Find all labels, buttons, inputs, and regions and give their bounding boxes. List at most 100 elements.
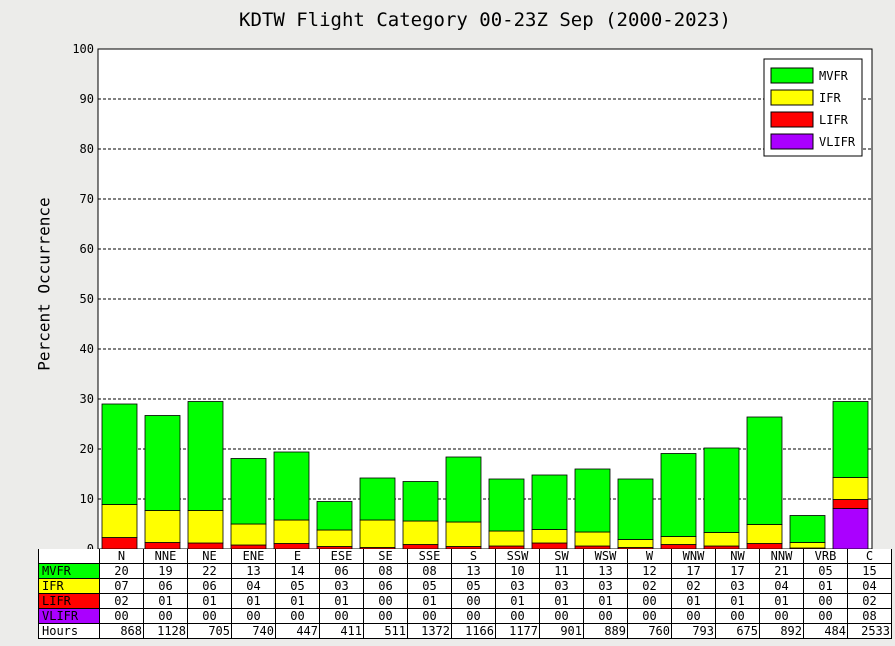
table-row-vlifr-cell: 00 <box>539 608 584 624</box>
table-row-ifr-cell: 03 <box>715 578 760 594</box>
table-row-lifr-cell: 00 <box>627 593 672 609</box>
table-row-lifr-cell: 01 <box>187 593 232 609</box>
legend-swatch-ifr <box>770 89 814 106</box>
table-row-vlifr-cell: 00 <box>583 608 628 624</box>
y-tick-label: 20 <box>80 442 94 456</box>
hours-row-cell: 889 <box>583 623 628 639</box>
bar-mvfr-nnw <box>746 416 783 525</box>
table-row-ifr-cell: 06 <box>363 578 408 594</box>
hours-row-cell: 740 <box>231 623 276 639</box>
table-row-ifr-cell: 07 <box>99 578 144 594</box>
table-row-vlifr-cell: 00 <box>451 608 496 624</box>
table-row-lifr-cell: 02 <box>847 593 892 609</box>
table-row-vlifr-cell: 00 <box>231 608 276 624</box>
table-row-lifr-cell: 01 <box>539 593 584 609</box>
hours-row-cell: 1128 <box>143 623 188 639</box>
bar-ifr-nne <box>144 510 181 543</box>
y-tick-label: 50 <box>80 292 94 306</box>
direction-row-cell: SW <box>539 549 584 564</box>
bar-mvfr-sw <box>531 474 568 530</box>
table-row-lifr-cell: 02 <box>99 593 144 609</box>
bar-ifr-nnw <box>746 524 783 544</box>
table-row-mvfr-cell: 11 <box>539 563 584 579</box>
bar-mvfr-w <box>617 478 654 540</box>
bar-ifr-se <box>359 519 396 548</box>
direction-row-cell: E <box>275 549 320 564</box>
y-tick-label: 30 <box>80 392 94 406</box>
bar-ifr-e <box>273 519 310 544</box>
y-tick-label: 90 <box>80 92 94 106</box>
hours-row-cell: 705 <box>187 623 232 639</box>
y-axis-ticks: 0102030405060708090100 <box>72 42 94 556</box>
bar-mvfr-c <box>832 401 869 478</box>
direction-row-cell: NNW <box>759 549 804 564</box>
bar-ifr-vrb <box>789 542 826 549</box>
table-row-lifr-cell: 01 <box>495 593 540 609</box>
direction-row-cell: W <box>627 549 672 564</box>
table-row-lifr: LIFR 02 01 01 01 01 01 00 01 00 01 01 01 00 01 01 01 00 02 <box>38 593 892 609</box>
legend-swatch-lifr <box>770 111 814 128</box>
table-row-ifr-cell: 04 <box>847 578 892 594</box>
table-row-mvfr-cell: 13 <box>451 563 496 579</box>
chart-title: KDTW Flight Category 00-23Z Sep (2000-20… <box>239 9 731 31</box>
hours-row-cell: 868 <box>99 623 144 639</box>
table-row-mvfr-cell: 17 <box>715 563 760 579</box>
table-row-ifr-cell: 03 <box>495 578 540 594</box>
direction-row-cell: C <box>847 549 892 564</box>
hours-row-cell: 411 <box>319 623 364 639</box>
table-row-ifr-cell: 03 <box>319 578 364 594</box>
table-row-lifr-label: LIFR <box>38 593 100 609</box>
hours-row-cell: 760 <box>627 623 672 639</box>
table-row-mvfr-cell: 08 <box>363 563 408 579</box>
table-row-lifr-cell: 01 <box>319 593 364 609</box>
bar-ifr-wnw <box>660 536 697 545</box>
table-row-vlifr-cell: 00 <box>187 608 232 624</box>
hours-row-cell: 1177 <box>495 623 540 639</box>
table-row-vlifr-label: VLIFR <box>38 608 100 624</box>
table-row-ifr-cell: 04 <box>231 578 276 594</box>
table-row-ifr-cell: 05 <box>451 578 496 594</box>
bar-mvfr-nw <box>703 447 740 533</box>
table-row-vlifr-cell: 00 <box>99 608 144 624</box>
table-row-vlifr-cell: 00 <box>803 608 848 624</box>
table-row-lifr-cell: 01 <box>715 593 760 609</box>
bar-vlifr-c <box>832 508 869 550</box>
table-row-mvfr-cell: 13 <box>231 563 276 579</box>
table-row-mvfr-cell: 13 <box>583 563 628 579</box>
direction-row-cell: NE <box>187 549 232 564</box>
table-row-vlifr-cell: 00 <box>319 608 364 624</box>
bar-mvfr-se <box>359 477 396 521</box>
table-row-vlifr-cell: 00 <box>143 608 188 624</box>
table-row-ifr-label: IFR <box>38 578 100 594</box>
bar-mvfr-s <box>445 456 482 523</box>
bars <box>101 401 869 550</box>
direction-row-label <box>38 549 100 564</box>
hours-row-cell: 901 <box>539 623 584 639</box>
y-tick-label: 60 <box>80 242 94 256</box>
table-row-ifr: IFR 07 06 06 04 05 03 06 05 05 03 03 03 02 02 03 04 01 04 <box>38 578 892 594</box>
bar-ifr-ese <box>316 529 353 547</box>
hours-row-cell: 675 <box>715 623 760 639</box>
bar-mvfr-n <box>101 403 138 505</box>
table-row-vlifr: VLIFR 00 00 00 00 00 00 00 00 00 00 00 00 00 00 00 00 00 0… <box>38 608 892 624</box>
table-row-mvfr-cell: 17 <box>671 563 716 579</box>
table-row-ifr-cell: 01 <box>803 578 848 594</box>
bar-mvfr-sse <box>402 481 439 522</box>
bar-ifr-n <box>101 504 138 538</box>
table-row-mvfr-cell: 05 <box>803 563 848 579</box>
bar-mvfr-ese <box>316 501 353 531</box>
table-row-mvfr-label: MVFR <box>38 563 100 579</box>
bar-mvfr-nne <box>144 415 181 511</box>
bar-ifr-sw <box>531 529 568 544</box>
hours-row-cell: 793 <box>671 623 716 639</box>
legend-label-mvfr: MVFR <box>819 69 849 83</box>
y-tick-label: 40 <box>80 342 94 356</box>
bar-ifr-c <box>832 477 869 500</box>
direction-row-cell: SSE <box>407 549 452 564</box>
legend-label-ifr: IFR <box>819 91 841 105</box>
table-row-ifr-cell: 06 <box>143 578 188 594</box>
table-row-lifr-cell: 00 <box>803 593 848 609</box>
table-row-lifr-cell: 01 <box>671 593 716 609</box>
direction-row-cell: ESE <box>319 549 364 564</box>
